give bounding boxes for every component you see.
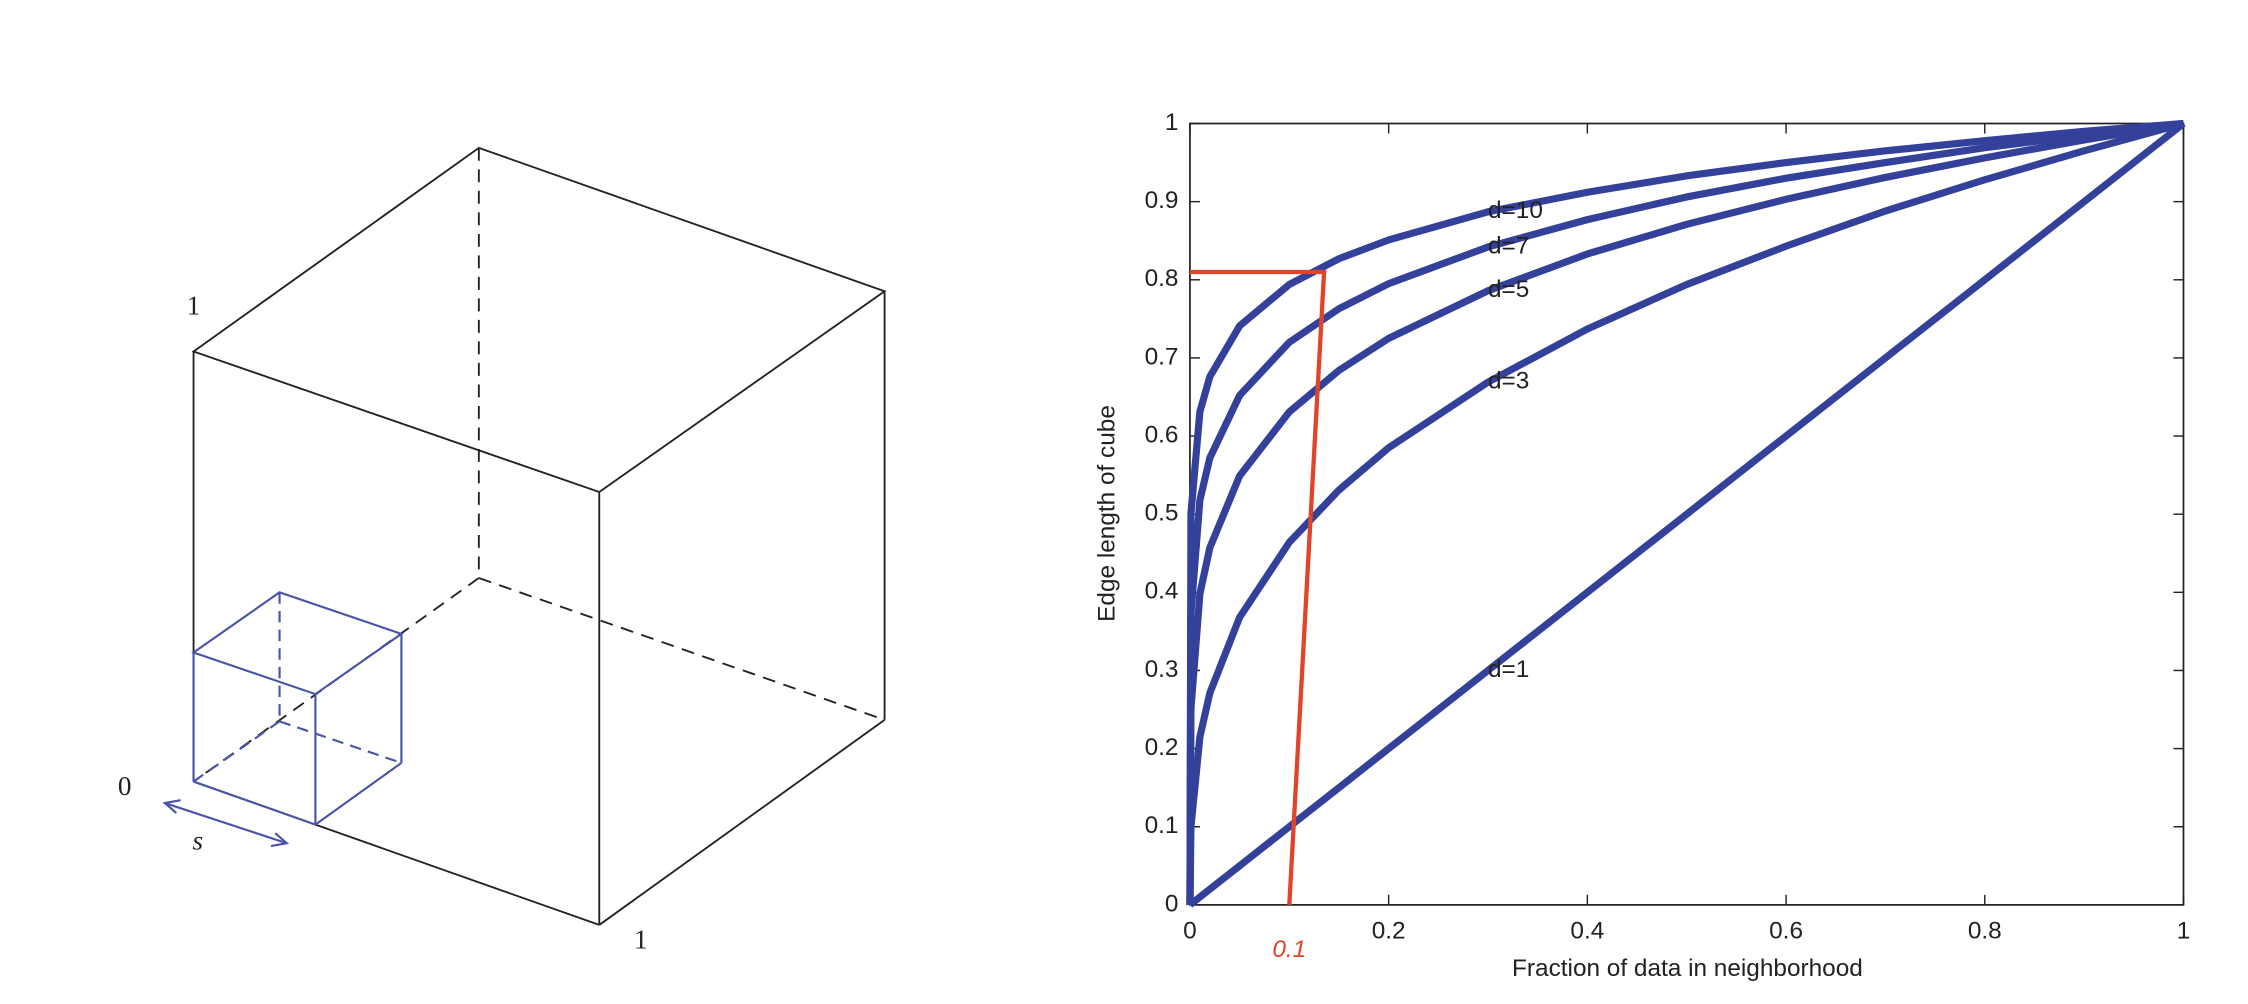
y-axis-label: Edge length of cube: [1094, 405, 1121, 622]
series-line: [1186, 119, 2184, 905]
cube-top: [191, 146, 887, 494]
x-tick-label: 0: [1183, 918, 1197, 945]
corner-label: 1: [634, 924, 648, 954]
s-arrow: [162, 799, 290, 848]
corner-label: 1: [187, 291, 201, 321]
highlight-line: [1189, 269, 1327, 905]
cube-diagram: 1 0 s 1: [118, 146, 887, 954]
series-label: d=7: [1488, 232, 1529, 259]
y-tick-label: 0.3: [1145, 656, 1179, 683]
y-tick-label: 0.7: [1145, 343, 1179, 370]
y-tick-label: 0.9: [1145, 187, 1179, 214]
y-tick-label: 0.8: [1145, 265, 1179, 292]
series-label: d=5: [1488, 276, 1529, 303]
x-axis-label: Fraction of data in neighborhood: [1512, 955, 1863, 982]
hidden-edge: [478, 577, 885, 721]
y-tick-label: 1: [1165, 109, 1179, 136]
s-label: s: [193, 825, 204, 855]
x-tick-label: 0.6: [1769, 918, 1803, 945]
series-line: [1186, 119, 2184, 905]
y-tick-label: 0.5: [1145, 500, 1179, 527]
series-line: [1186, 119, 2185, 905]
y-tick-label: 0.6: [1145, 421, 1179, 448]
series-line: [1186, 120, 2185, 905]
cube-edge: [598, 719, 886, 926]
y-tick-label: 0.2: [1145, 734, 1179, 761]
corner-label: 0: [118, 771, 132, 801]
small-cube-edge: [193, 780, 316, 826]
x-tick-label: 0.8: [1968, 918, 2002, 945]
x-tick-label: 0.2: [1372, 918, 1406, 945]
small-cube-top: [191, 591, 404, 696]
y-tick-label: 0: [1165, 890, 1179, 917]
small-hidden-edge: [279, 720, 402, 764]
highlight-label: 0.1: [1272, 936, 1306, 963]
small-cube-edge: [314, 762, 403, 826]
series-line: [1187, 120, 2186, 908]
y-tick-label: 0.4: [1145, 578, 1179, 605]
series-label: d=1: [1488, 656, 1529, 683]
y-tick-label: 0.1: [1145, 812, 1179, 839]
x-tick-label: 0.4: [1570, 918, 1604, 945]
series-label: d=3: [1488, 368, 1529, 395]
x-tick-label: 1: [2177, 918, 2191, 945]
series-label: d=10: [1488, 197, 1543, 224]
